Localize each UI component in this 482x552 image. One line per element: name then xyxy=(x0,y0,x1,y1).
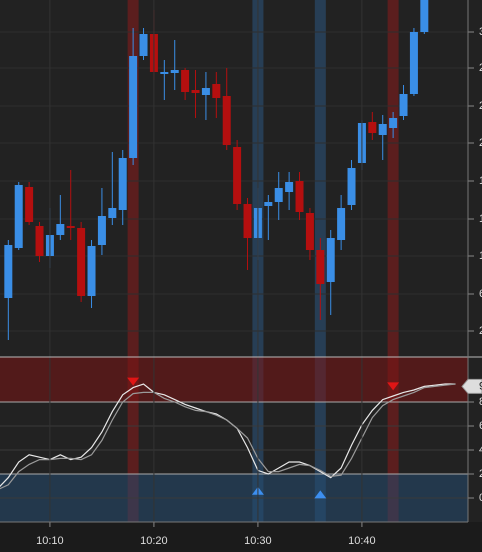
candle-body xyxy=(243,204,252,238)
candle-body xyxy=(139,34,148,56)
candle-body xyxy=(87,246,96,296)
candle-body xyxy=(201,88,210,95)
candle-body xyxy=(316,250,325,284)
y-tick-label: 60 xyxy=(479,420,482,432)
candle-body xyxy=(160,72,169,74)
candle-body xyxy=(191,90,200,93)
candle-body xyxy=(274,188,283,202)
candle-body xyxy=(264,202,273,206)
candle-body xyxy=(347,168,356,205)
candle-body xyxy=(212,84,221,98)
candle-body xyxy=(56,224,65,235)
candle-body xyxy=(14,185,23,248)
signal-arrow xyxy=(387,382,400,391)
y-tick-label: 80 xyxy=(479,396,482,408)
candle-body xyxy=(378,124,387,135)
candle-body xyxy=(181,70,190,92)
candle-body xyxy=(4,245,13,298)
signal-band xyxy=(127,0,139,522)
x-tick-label: 10:10 xyxy=(36,535,64,547)
y-tick-label: 20 xyxy=(479,468,482,480)
time-axis-area xyxy=(0,522,482,552)
y-tick-label: 251 xyxy=(479,100,482,112)
candle-body xyxy=(326,238,335,282)
x-tick-label: 10:40 xyxy=(348,535,376,547)
y-tick-label: 26 xyxy=(479,325,482,337)
candle-body xyxy=(399,94,408,116)
zone xyxy=(0,357,468,402)
y-tick-label: 0 xyxy=(479,492,482,504)
candle-body xyxy=(170,70,179,73)
y-tick-label: 176 xyxy=(479,175,482,187)
candle-body xyxy=(77,228,86,296)
oscillator-pane xyxy=(0,357,468,522)
candle-body xyxy=(295,181,304,212)
y-tick-label: 289 xyxy=(479,62,482,74)
candle-body xyxy=(97,216,106,245)
candle-body xyxy=(222,96,231,145)
signal-arrow xyxy=(314,490,327,499)
y-tick-label: 325 xyxy=(479,26,482,38)
candle-body xyxy=(66,226,75,228)
current-value-marker xyxy=(461,378,482,394)
candle-body xyxy=(389,118,398,128)
candle-body xyxy=(35,226,44,256)
y-tick-label: 138 xyxy=(479,213,482,225)
candle-body xyxy=(108,208,117,218)
candle-body xyxy=(233,147,242,204)
candle-body xyxy=(305,213,314,250)
y-tick-label: 40 xyxy=(479,444,482,456)
candle-body xyxy=(420,0,429,32)
oscillator-line xyxy=(0,383,456,490)
candle-body xyxy=(368,122,377,133)
y-tick-label: 214 xyxy=(479,137,482,149)
current-value-label: 93 xyxy=(479,380,482,392)
candle-body xyxy=(285,182,294,192)
candle-body xyxy=(129,56,138,158)
signal-band xyxy=(387,0,399,522)
x-tick-label: 10:30 xyxy=(244,535,272,547)
x-tick-label: 10:20 xyxy=(140,535,168,547)
candle-body xyxy=(409,32,418,94)
y-tick-label: 63 xyxy=(479,288,482,300)
candle-body xyxy=(25,187,34,222)
signal-arrow xyxy=(127,377,140,386)
candle-body xyxy=(118,158,127,210)
y-tick-label: 101 xyxy=(479,250,482,262)
candle-body xyxy=(337,208,346,240)
